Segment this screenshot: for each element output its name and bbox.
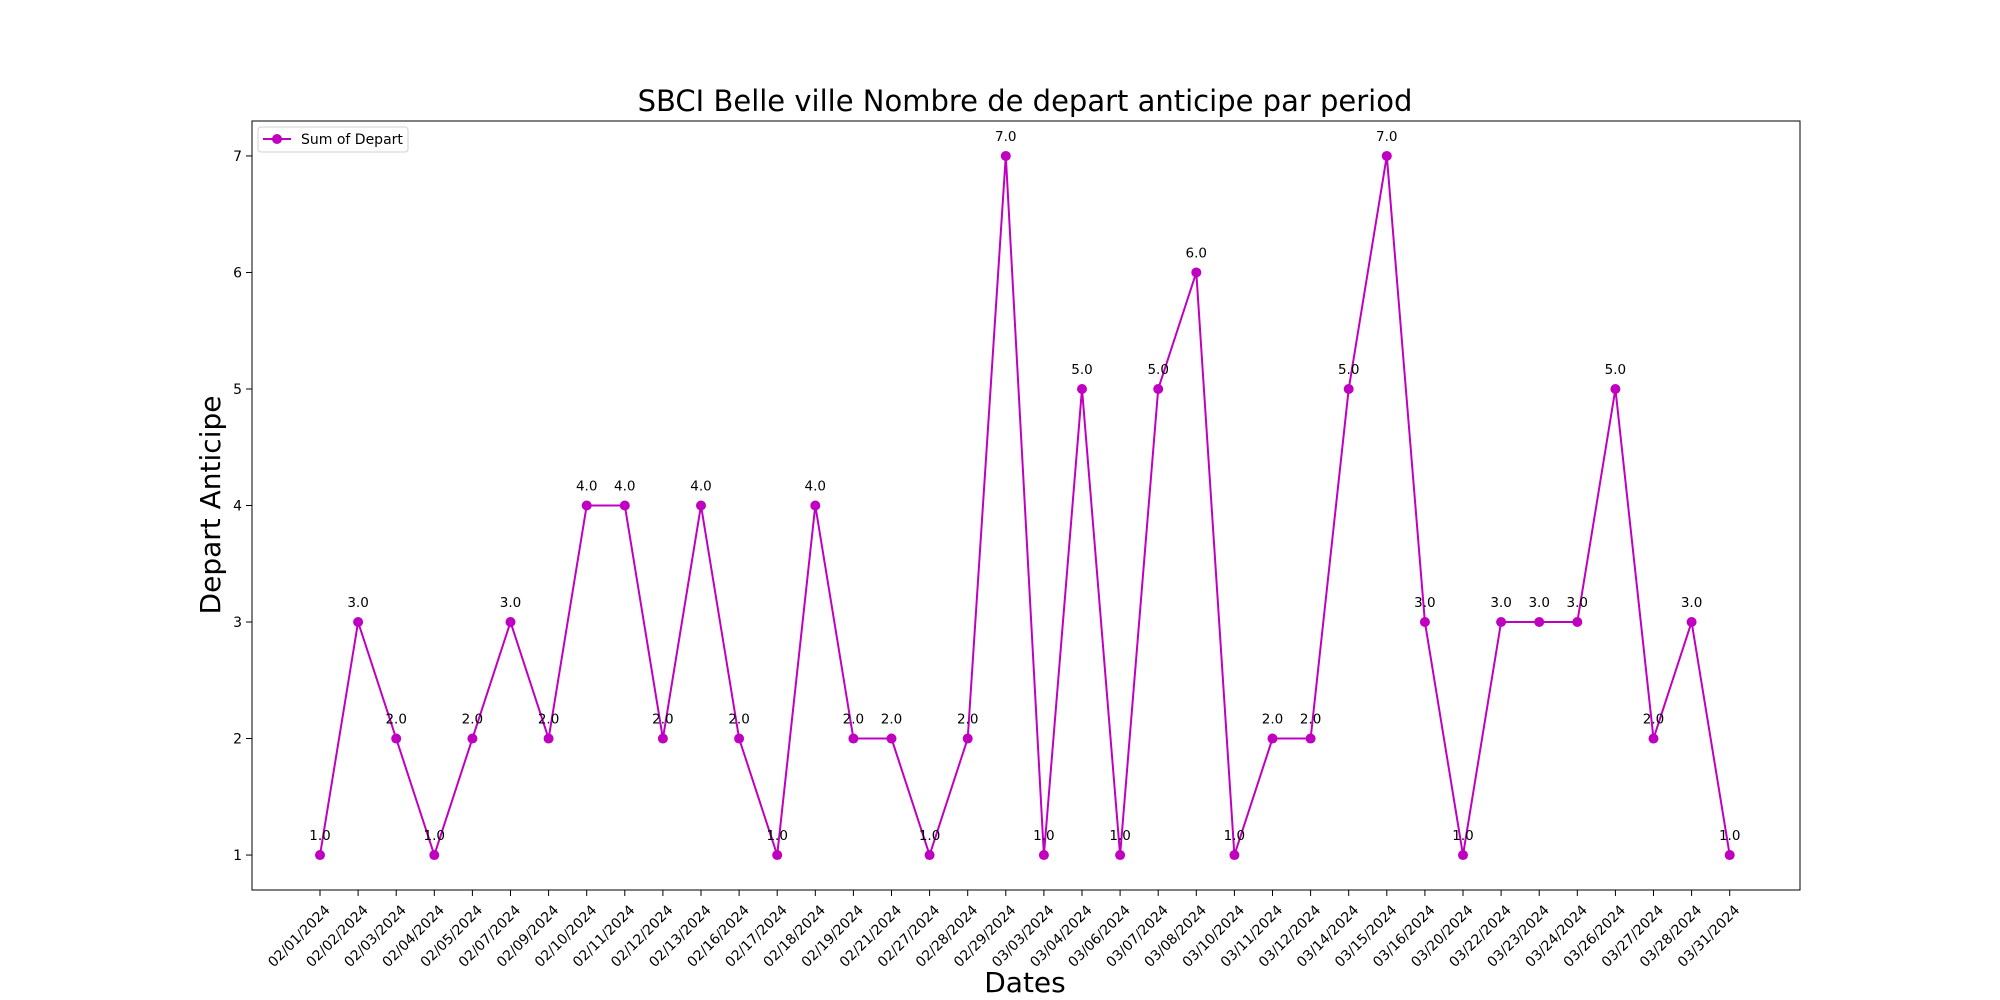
data-label: 3.0 bbox=[1490, 595, 1511, 611]
data-label: 2.0 bbox=[1300, 712, 1321, 728]
data-point bbox=[391, 733, 402, 744]
data-label: 5.0 bbox=[1605, 362, 1626, 378]
data-label: 3.0 bbox=[500, 595, 521, 611]
data-point bbox=[581, 500, 592, 511]
data-label: 4.0 bbox=[614, 479, 635, 495]
data-label: 3.0 bbox=[1528, 595, 1549, 611]
x-axis: 02/01/202402/02/202402/03/202402/04/2024… bbox=[265, 890, 1743, 971]
data-label: 2.0 bbox=[957, 712, 978, 728]
data-point bbox=[1381, 150, 1392, 161]
data-point bbox=[1648, 733, 1659, 744]
data-label: 4.0 bbox=[690, 479, 711, 495]
data-label: 3.0 bbox=[1567, 595, 1588, 611]
y-tick-label: 4 bbox=[233, 499, 242, 515]
data-point bbox=[772, 850, 783, 861]
data-label-layer: 1.0 3.0 2.0 1.0 2.0 3.0 2.0 4.0 4.0 2.0 4.0 2.0 1.0 4… bbox=[309, 129, 1740, 844]
y-tick-label: 1 bbox=[233, 848, 242, 864]
y-tick-label: 3 bbox=[233, 615, 242, 631]
legend-point-marker bbox=[272, 134, 282, 144]
data-point bbox=[1496, 617, 1507, 628]
y-tick-label: 2 bbox=[233, 732, 242, 748]
data-label: 3.0 bbox=[1681, 595, 1702, 611]
data-point bbox=[1305, 733, 1316, 744]
data-point bbox=[1115, 850, 1126, 861]
data-point bbox=[1686, 617, 1697, 628]
data-point bbox=[1419, 617, 1430, 628]
data-label: 2.0 bbox=[728, 712, 749, 728]
data-label: 1.0 bbox=[309, 828, 330, 844]
data-point bbox=[1191, 267, 1202, 278]
data-point bbox=[810, 500, 821, 511]
data-point bbox=[467, 733, 478, 744]
data-point bbox=[1343, 383, 1354, 394]
series-line bbox=[319, 155, 1731, 859]
data-point bbox=[619, 500, 630, 511]
data-point bbox=[848, 733, 859, 744]
data-label: 7.0 bbox=[1376, 129, 1397, 145]
data-point bbox=[353, 617, 364, 628]
data-label: 2.0 bbox=[652, 712, 673, 728]
data-label: 1.0 bbox=[1452, 828, 1473, 844]
data-point bbox=[429, 850, 440, 861]
data-point bbox=[962, 733, 973, 744]
y-axis-title: Depart Anticipe bbox=[194, 396, 227, 615]
data-point bbox=[696, 500, 706, 511]
data-label: 1.0 bbox=[1033, 828, 1054, 844]
data-point bbox=[315, 850, 325, 861]
data-label: 1.0 bbox=[1109, 828, 1130, 844]
data-label: 5.0 bbox=[1147, 362, 1168, 378]
data-label: 2.0 bbox=[385, 712, 406, 728]
legend: Sum of Depart bbox=[257, 126, 409, 153]
data-label: 7.0 bbox=[995, 129, 1016, 145]
data-point bbox=[1153, 383, 1164, 394]
data-point bbox=[543, 733, 554, 744]
y-tick-label: 7 bbox=[233, 149, 242, 165]
data-point bbox=[657, 733, 668, 744]
data-label: 3.0 bbox=[347, 595, 368, 611]
plot-area bbox=[251, 120, 1801, 891]
data-label: 2.0 bbox=[843, 712, 864, 728]
data-point bbox=[1267, 733, 1278, 744]
y-tick-label: 5 bbox=[233, 382, 242, 398]
data-label: 2.0 bbox=[462, 712, 483, 728]
data-label: 2.0 bbox=[881, 712, 902, 728]
y-axis: 1 2 3 4 5 6 7 bbox=[233, 149, 252, 864]
data-label: 1.0 bbox=[1719, 828, 1740, 844]
data-point bbox=[1077, 383, 1087, 394]
data-point bbox=[1572, 617, 1583, 628]
data-point bbox=[734, 733, 745, 744]
y-tick-label: 6 bbox=[233, 265, 242, 281]
data-point bbox=[1610, 383, 1621, 394]
data-point bbox=[1000, 150, 1011, 161]
data-label: 1.0 bbox=[766, 828, 787, 844]
data-point bbox=[1458, 850, 1468, 861]
data-label: 2.0 bbox=[1643, 712, 1664, 728]
x-axis-title: Dates bbox=[984, 966, 1066, 999]
data-label: 3.0 bbox=[1414, 595, 1435, 611]
data-point bbox=[886, 733, 897, 744]
data-point bbox=[505, 617, 516, 628]
chart-title: SBCI Belle ville Nombre de depart antici… bbox=[638, 84, 1413, 118]
legend-label: Sum of Depart bbox=[301, 132, 403, 148]
data-label: 5.0 bbox=[1071, 362, 1092, 378]
data-label: 1.0 bbox=[424, 828, 445, 844]
series-layer bbox=[315, 150, 1735, 861]
legend-box bbox=[257, 126, 409, 153]
data-label: 2.0 bbox=[1262, 712, 1283, 728]
data-label: 5.0 bbox=[1338, 362, 1359, 378]
data-label: 6.0 bbox=[1186, 245, 1207, 261]
data-label: 1.0 bbox=[1224, 828, 1245, 844]
data-label: 4.0 bbox=[805, 479, 826, 495]
data-label: 1.0 bbox=[919, 828, 940, 844]
data-point bbox=[924, 850, 935, 861]
data-point bbox=[1724, 850, 1735, 861]
data-label: 4.0 bbox=[576, 479, 597, 495]
data-point bbox=[1534, 617, 1545, 628]
data-label: 2.0 bbox=[538, 712, 559, 728]
data-point bbox=[1038, 850, 1049, 861]
data-point bbox=[1229, 850, 1240, 861]
